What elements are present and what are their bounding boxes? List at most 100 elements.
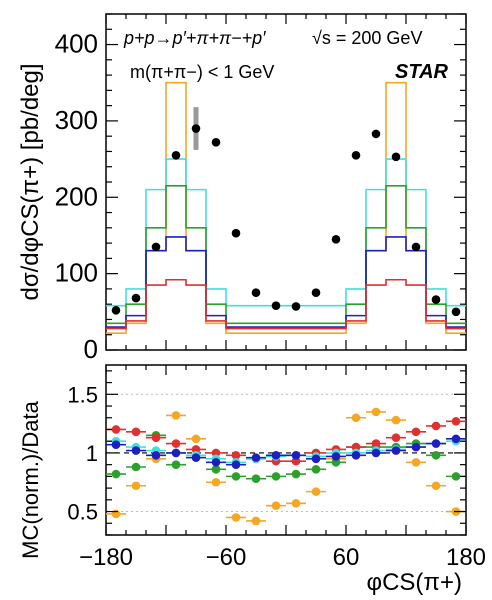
mc-histogram-3	[106, 236, 466, 328]
ratio-point-1	[211, 465, 221, 474]
mc-histogram-0	[106, 81, 466, 334]
ratio-point-0	[391, 415, 401, 425]
data-point	[151, 242, 161, 252]
ratio-point-4	[351, 450, 361, 460]
mc-histogram-4	[106, 278, 466, 330]
reaction-label: p+p→p′+π+π−+p′	[123, 28, 266, 48]
ratio-point-4	[211, 458, 221, 467]
ratio-point-0	[111, 509, 121, 519]
data-point	[131, 293, 141, 303]
data-point	[411, 242, 421, 252]
ratio-point-1	[451, 472, 461, 481]
y-tick-label: 100	[55, 258, 98, 288]
ratio-point-2	[431, 421, 441, 431]
ratio-point-0	[251, 516, 261, 526]
top-y-axis-title: dσ/dφCS(π+) [pb/deg]	[17, 63, 44, 300]
data-point	[331, 234, 341, 244]
ratio-point-0	[371, 407, 381, 417]
x-tick-labels: −180 −60 60 180	[79, 544, 486, 571]
data-point	[291, 302, 301, 311]
y-tick-label: 300	[55, 105, 98, 135]
data-point	[351, 150, 361, 160]
ratio-y-tick-label: 0.5	[67, 500, 98, 525]
ratio-point-1	[431, 450, 441, 460]
x-axis-title: φCS(π+)	[367, 569, 462, 596]
ratio-point-1	[111, 469, 121, 479]
ratio-point-4	[271, 450, 281, 460]
ratio-axis-ticks	[105, 365, 467, 536]
ratio-point-2	[171, 439, 181, 448]
top-panel: 0 100 200 300 400 dσ/dφCS(π+) [pb/deg] p+p→p…	[17, 13, 467, 364]
mc-histograms	[106, 81, 466, 334]
ratio-point-2	[111, 425, 121, 434]
ratio-points	[106, 407, 466, 526]
data-point	[111, 305, 121, 315]
ratio-point-1	[251, 474, 261, 484]
ratio-y-tick-label: 1.5	[67, 382, 98, 407]
ratio-point-4	[111, 440, 121, 450]
data-point	[451, 307, 461, 317]
ratio-point-0	[411, 458, 421, 467]
x-tick-label: −60	[206, 544, 247, 571]
ratio-point-2	[231, 450, 241, 460]
ratio-point-4	[371, 448, 381, 458]
ratio-point-0	[431, 481, 441, 491]
ratio-gridlines	[106, 393, 466, 513]
data-point	[311, 288, 321, 298]
ratio-point-4	[251, 453, 261, 462]
ratio-y-tick-labels: 0.5 1 1.5	[67, 382, 98, 524]
ratio-point-2	[411, 427, 421, 437]
ratio-point-4	[191, 453, 201, 462]
ratio-point-4	[151, 450, 161, 460]
ratio-point-1	[171, 460, 181, 469]
ratio-point-4	[311, 454, 321, 464]
ratio-point-0	[211, 477, 221, 487]
ratio-point-1	[311, 465, 321, 474]
data-point	[231, 228, 241, 238]
ratio-y-axis-title: MC(norm.)/Data	[18, 400, 43, 558]
ratio-point-1	[291, 469, 301, 479]
energy-label: √s = 200 GeV	[312, 28, 422, 48]
ratio-point-2	[391, 433, 401, 442]
mc-histogram-2	[106, 185, 466, 325]
ratio-point-1	[231, 472, 241, 481]
y-tick-label: 200	[55, 181, 98, 211]
ratio-point-0	[311, 487, 321, 496]
ratio-point-4	[411, 442, 421, 452]
ratio-point-0	[351, 413, 361, 423]
data-points	[111, 107, 461, 317]
mass-cut-label: m(π+π−) < 1 GeV	[130, 62, 274, 82]
data-point	[271, 301, 281, 311]
ratio-point-4	[231, 460, 241, 469]
ratio-point-4	[431, 439, 441, 448]
ratio-point-0	[191, 434, 201, 444]
ratio-point-4	[291, 450, 301, 460]
ratio-point-2	[371, 439, 381, 448]
y-tick-label: 400	[55, 29, 98, 59]
data-point	[391, 152, 401, 162]
x-tick-label: −180	[79, 544, 133, 571]
ratio-point-2	[151, 433, 161, 442]
ratio-point-0	[291, 499, 301, 508]
data-point	[211, 137, 221, 147]
ratio-point-0	[271, 501, 281, 510]
y-tick-label: 0	[84, 334, 98, 364]
data-point	[431, 295, 441, 304]
ratio-point-4	[171, 448, 181, 458]
ratio-point-4	[451, 434, 461, 444]
data-point	[251, 288, 261, 298]
ratio-point-1	[271, 472, 281, 481]
mc-histogram-1	[106, 158, 466, 307]
bottom-panel: 0.5 1 1.5 −180 −60 60 180 MC(norm.)/Data φCS(…	[18, 364, 486, 596]
ratio-point-2	[451, 416, 461, 426]
ratio-point-2	[131, 427, 141, 437]
ratio-y-tick-label: 1	[86, 441, 98, 466]
ratio-point-4	[131, 446, 141, 455]
star-experiment-logo: STAR	[395, 61, 449, 83]
ratio-point-0	[231, 513, 241, 522]
data-point	[171, 150, 181, 160]
ratio-point-1	[131, 462, 141, 472]
ratio-point-0	[171, 411, 181, 420]
ratio-point-0	[131, 481, 141, 491]
